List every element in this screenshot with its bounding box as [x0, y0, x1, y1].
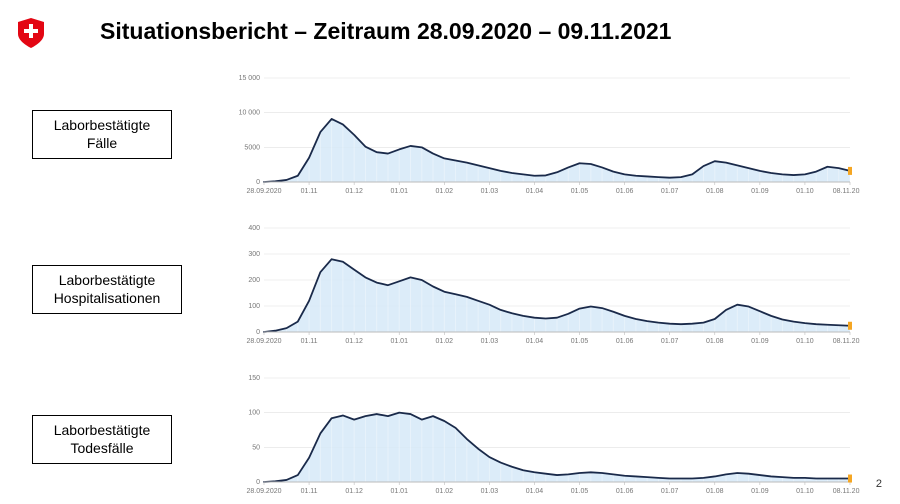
svg-text:01.07: 01.07	[661, 488, 679, 495]
page-title: Situationsbericht – Zeitraum 28.09.2020 …	[100, 18, 671, 45]
svg-text:01.11: 01.11	[301, 188, 318, 195]
svg-text:28.09.2020: 28.09.2020	[246, 188, 281, 195]
svg-text:01.01: 01.01	[390, 338, 408, 345]
svg-text:01.11: 01.11	[301, 488, 318, 495]
label-cases: LaborbestätigteFälle	[32, 110, 172, 159]
svg-text:01.07: 01.07	[661, 338, 679, 345]
svg-text:200: 200	[248, 277, 260, 284]
svg-text:01.10: 01.10	[796, 488, 814, 495]
svg-text:50: 50	[252, 444, 260, 451]
svg-text:01.03: 01.03	[481, 488, 499, 495]
svg-text:100: 100	[248, 410, 260, 417]
svg-text:01.04: 01.04	[526, 488, 544, 495]
svg-text:0: 0	[256, 329, 260, 336]
svg-text:01.01: 01.01	[390, 488, 408, 495]
svg-text:01.05: 01.05	[571, 488, 589, 495]
svg-text:01.09: 01.09	[751, 338, 769, 345]
svg-text:100: 100	[248, 303, 260, 310]
svg-text:01.02: 01.02	[436, 188, 454, 195]
svg-text:01.12: 01.12	[345, 488, 363, 495]
chart-cases: 0 5000 10 000 15 000 28.09.2020 01.11 01.12 01.…	[230, 70, 860, 200]
svg-text:01.09: 01.09	[751, 188, 769, 195]
svg-text:01.02: 01.02	[436, 338, 454, 345]
svg-text:01.08: 01.08	[706, 488, 724, 495]
svg-text:400: 400	[248, 225, 260, 232]
svg-text:01.08: 01.08	[706, 338, 724, 345]
svg-text:01.06: 01.06	[616, 338, 634, 345]
label-hosp: LaborbestätigteHospitalisationen	[32, 265, 182, 314]
svg-text:01.07: 01.07	[661, 188, 679, 195]
svg-text:28.09.2020: 28.09.2020	[246, 338, 281, 345]
svg-text:10 000: 10 000	[239, 110, 261, 117]
svg-text:15 000: 15 000	[239, 75, 261, 82]
chart-hosp: 0 100 200 300 400 28.09.2020 01.11 01.12 01.01 01…	[230, 220, 860, 350]
svg-text:01.12: 01.12	[345, 338, 363, 345]
svg-text:01.09: 01.09	[751, 488, 769, 495]
svg-text:01.05: 01.05	[571, 188, 589, 195]
svg-text:01.01: 01.01	[390, 188, 408, 195]
swiss-logo	[18, 18, 44, 53]
svg-text:01.12: 01.12	[345, 188, 363, 195]
label-deaths: LaborbestätigteTodesfälle	[32, 415, 172, 464]
svg-text:01.02: 01.02	[436, 488, 454, 495]
svg-text:01.06: 01.06	[616, 488, 634, 495]
svg-text:5000: 5000	[244, 144, 260, 151]
svg-text:08.11.2021: 08.11.2021	[833, 188, 860, 195]
svg-text:01.08: 01.08	[706, 188, 724, 195]
svg-text:01.10: 01.10	[796, 338, 814, 345]
svg-text:01.03: 01.03	[481, 188, 499, 195]
chart-deaths: 0 50 100 150 28.09.2020 01.11 01.12 01.01 01.02 0…	[230, 370, 860, 500]
svg-text:01.05: 01.05	[571, 338, 589, 345]
svg-text:01.03: 01.03	[481, 338, 499, 345]
svg-text:01.04: 01.04	[526, 188, 544, 195]
svg-text:28.09.2020: 28.09.2020	[246, 488, 281, 495]
svg-text:300: 300	[248, 251, 260, 258]
svg-text:150: 150	[248, 375, 260, 382]
svg-text:01.11: 01.11	[301, 338, 318, 345]
svg-text:08.11.2021: 08.11.2021	[833, 338, 860, 345]
svg-text:0: 0	[256, 479, 260, 486]
page-root: Situationsbericht – Zeitraum 28.09.2020 …	[0, 0, 900, 504]
svg-text:01.10: 01.10	[796, 188, 814, 195]
svg-text:01.04: 01.04	[526, 338, 544, 345]
svg-text:08.11.2021: 08.11.2021	[833, 488, 860, 495]
svg-text:0: 0	[256, 179, 260, 186]
svg-text:01.06: 01.06	[616, 188, 634, 195]
page-number: 2	[876, 478, 882, 490]
